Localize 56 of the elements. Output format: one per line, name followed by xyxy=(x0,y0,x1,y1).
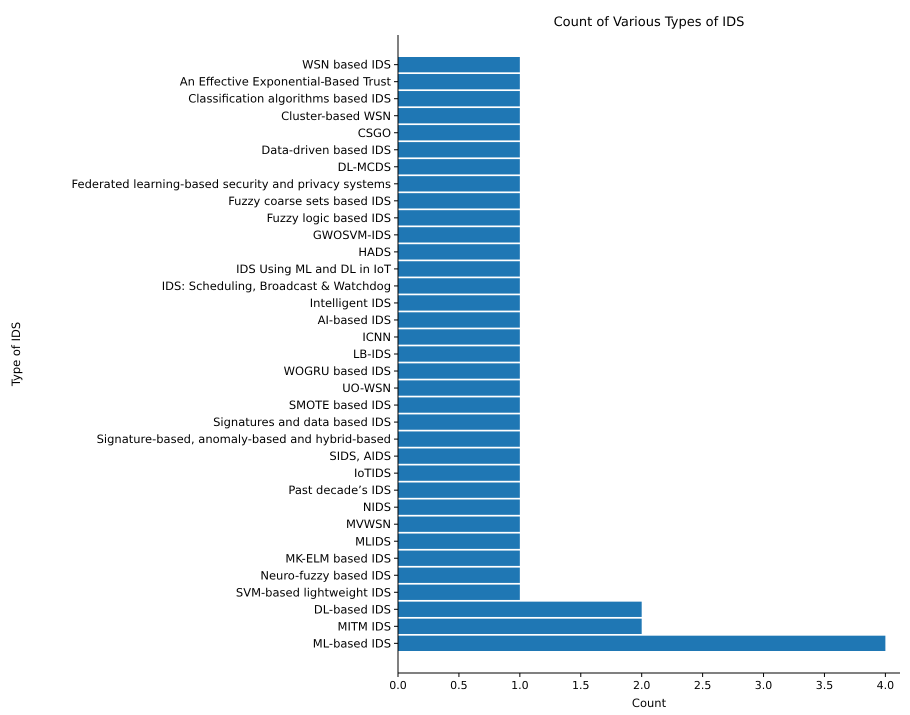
y-tick-label: Past decade’s IDS xyxy=(288,483,391,498)
y-tick-label: HADS xyxy=(358,244,391,259)
y-tick-label: NIDS xyxy=(362,500,391,514)
bar xyxy=(398,295,520,311)
y-tick-label: SMOTE based IDS xyxy=(288,398,391,412)
y-tick-label: Fuzzy coarse sets based IDS xyxy=(228,194,391,208)
y-tick-label: GWOSVM-IDS xyxy=(312,228,391,242)
y-tick-label: Neuro-fuzzy based IDS xyxy=(260,568,391,582)
y-tick-label: Intelligent IDS xyxy=(310,296,391,310)
chart-title: Count of Various Types of IDS xyxy=(554,15,744,30)
y-tick-label: Fuzzy logic based IDS xyxy=(266,210,391,225)
y-tick-label: WOGRU based IDS xyxy=(284,364,391,378)
x-tick-label: 2.5 xyxy=(694,679,712,692)
y-tick-label: WSN based IDS xyxy=(302,58,391,72)
y-tick-label: An Effective Exponential-Based Trust xyxy=(180,74,392,89)
y-tick-label: DL-MCDS xyxy=(338,160,391,174)
bar xyxy=(398,363,520,379)
y-tick-label: SVM-based lightweight IDS xyxy=(236,585,391,600)
x-axis-title: Count xyxy=(632,696,667,710)
y-tick-label: Cluster-based WSN xyxy=(281,108,391,123)
x-tick-label: 0.0 xyxy=(389,679,407,692)
y-tick-label: Data-driven based IDS xyxy=(261,142,391,157)
y-axis-title: Type of IDS xyxy=(9,322,23,388)
x-tick-label: 4.0 xyxy=(876,679,894,692)
y-tick-label: AI-based IDS xyxy=(318,312,391,327)
y-tick-label: DL-based IDS xyxy=(314,602,391,616)
x-tick-label: 3.5 xyxy=(816,679,834,692)
y-tick-label: CSGO xyxy=(358,126,391,140)
y-tick-label: Federated learning-based security and privacy systems xyxy=(72,176,391,191)
bar xyxy=(398,397,520,413)
y-tick-label: ICNN xyxy=(362,330,391,344)
y-tick-label: IDS: Scheduling, Broadcast & Watchdog xyxy=(162,278,391,293)
y-tick-label: Signatures and data based IDS xyxy=(213,415,391,430)
y-tick-label: IDS Using ML and DL in IoT xyxy=(236,262,392,276)
bar xyxy=(398,414,520,430)
y-tick-label: ML-based IDS xyxy=(312,636,391,650)
y-tick-label: UO-WSN xyxy=(342,381,391,396)
x-tick-label: 3.0 xyxy=(754,679,772,692)
bar xyxy=(398,278,520,294)
y-tick-label: IoTIDS xyxy=(354,466,391,480)
bar xyxy=(398,380,520,396)
bar xyxy=(398,346,520,362)
y-tick-label: LB-IDS xyxy=(353,347,391,362)
bar xyxy=(398,312,520,328)
x-tick-label: 0.5 xyxy=(450,679,468,692)
y-tick-label: Signature-based, anomaly-based and hybrid-based xyxy=(96,432,391,446)
y-tick-label: MLIDS xyxy=(355,534,391,548)
x-tick-label: 2.0 xyxy=(632,679,650,692)
y-tick-label: MITM IDS xyxy=(338,619,391,634)
x-tick-label: 1.5 xyxy=(572,679,590,692)
y-tick-label: MK-ELM based IDS xyxy=(285,551,391,566)
bar xyxy=(398,329,520,345)
x-tick-label: 1.0 xyxy=(511,679,529,692)
y-tick-label: MVWSN xyxy=(346,517,391,532)
y-tick-label: SIDS, AIDS xyxy=(329,449,391,464)
y-tick-label: Classification algorithms based IDS xyxy=(188,92,391,106)
